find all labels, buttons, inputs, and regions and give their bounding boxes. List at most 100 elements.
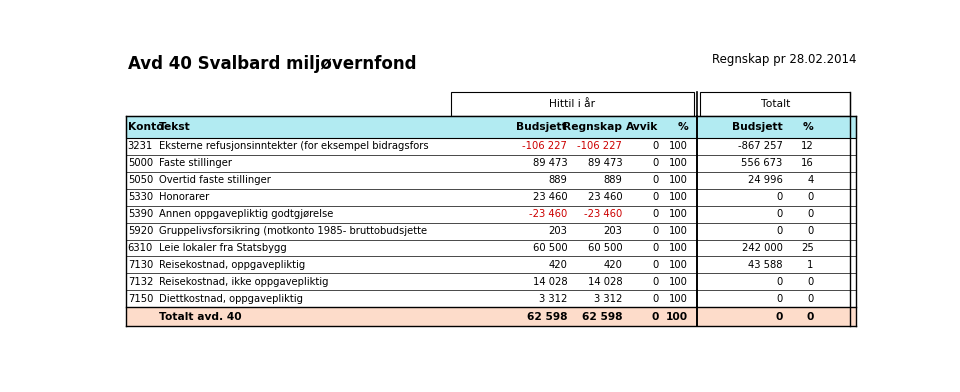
Text: 5050: 5050 xyxy=(128,175,153,185)
Text: 16: 16 xyxy=(801,158,814,168)
Bar xyxy=(126,189,856,206)
Text: Regnskap: Regnskap xyxy=(564,122,622,132)
Text: 100: 100 xyxy=(669,158,688,168)
Text: 0: 0 xyxy=(807,294,814,304)
Text: 100: 100 xyxy=(666,312,688,321)
Text: 0: 0 xyxy=(776,312,782,321)
Text: 62 598: 62 598 xyxy=(582,312,622,321)
Text: 100: 100 xyxy=(669,226,688,236)
Text: 100: 100 xyxy=(669,142,688,151)
Text: 203: 203 xyxy=(548,226,567,236)
Text: Totalt: Totalt xyxy=(760,99,790,109)
Text: Konto: Konto xyxy=(128,122,163,132)
Text: 556 673: 556 673 xyxy=(741,158,782,168)
Text: 0: 0 xyxy=(807,226,814,236)
Text: 0: 0 xyxy=(653,209,659,219)
Text: 24 996: 24 996 xyxy=(748,175,782,185)
Text: 0: 0 xyxy=(653,277,659,287)
Text: Tekst: Tekst xyxy=(158,122,190,132)
Text: 0: 0 xyxy=(807,192,814,202)
Text: 5920: 5920 xyxy=(128,226,154,236)
Text: 7130: 7130 xyxy=(128,260,153,270)
Text: 3231: 3231 xyxy=(128,142,153,151)
Bar xyxy=(451,92,693,116)
Text: 5000: 5000 xyxy=(128,158,153,168)
Text: 0: 0 xyxy=(777,192,782,202)
Text: Overtid faste stillinger: Overtid faste stillinger xyxy=(158,175,271,185)
Text: Eksterne refusjonsinntekter (for eksempel bidragsfors: Eksterne refusjonsinntekter (for eksempe… xyxy=(158,142,428,151)
Text: 889: 889 xyxy=(603,175,622,185)
Text: Gruppelivsforsikring (motkonto 1985- bruttobudsjette: Gruppelivsforsikring (motkonto 1985- bru… xyxy=(158,226,427,236)
Text: Leie lokaler fra Statsbygg: Leie lokaler fra Statsbygg xyxy=(158,243,286,253)
Text: 420: 420 xyxy=(603,260,622,270)
Text: 12: 12 xyxy=(801,142,814,151)
Bar xyxy=(126,274,856,290)
Text: -23 460: -23 460 xyxy=(529,209,567,219)
Text: Avd 40 Svalbard miljøvernfond: Avd 40 Svalbard miljøvernfond xyxy=(128,55,417,73)
Text: Reisekostnad, ikke oppgavepliktig: Reisekostnad, ikke oppgavepliktig xyxy=(158,277,328,287)
Text: Hittil i år: Hittil i år xyxy=(549,99,595,109)
Text: 4: 4 xyxy=(807,175,814,185)
Text: 100: 100 xyxy=(669,192,688,202)
Text: -867 257: -867 257 xyxy=(737,142,782,151)
Text: -106 227: -106 227 xyxy=(577,142,622,151)
Bar xyxy=(126,116,856,138)
Text: 0: 0 xyxy=(777,226,782,236)
Bar xyxy=(126,155,856,172)
Text: 1: 1 xyxy=(807,260,814,270)
Text: 25: 25 xyxy=(801,243,814,253)
Text: 0: 0 xyxy=(777,277,782,287)
Text: %: % xyxy=(803,122,814,132)
Text: 242 000: 242 000 xyxy=(742,243,782,253)
Text: 0: 0 xyxy=(653,226,659,236)
Text: 89 473: 89 473 xyxy=(533,158,567,168)
Text: 62 598: 62 598 xyxy=(527,312,567,321)
Text: 0: 0 xyxy=(653,142,659,151)
Text: 420: 420 xyxy=(548,260,567,270)
Text: Reisekostnad, oppgavepliktig: Reisekostnad, oppgavepliktig xyxy=(158,260,305,270)
Text: 23 460: 23 460 xyxy=(588,192,622,202)
Text: Regnskap pr 28.02.2014: Regnskap pr 28.02.2014 xyxy=(711,53,856,66)
Text: -23 460: -23 460 xyxy=(584,209,622,219)
Text: 14 028: 14 028 xyxy=(588,277,622,287)
Text: 100: 100 xyxy=(669,277,688,287)
Text: 0: 0 xyxy=(807,277,814,287)
Text: 100: 100 xyxy=(669,294,688,304)
Text: 89 473: 89 473 xyxy=(588,158,622,168)
Text: Budsjett: Budsjett xyxy=(516,122,567,132)
Text: 0: 0 xyxy=(651,312,659,321)
Bar xyxy=(126,172,856,189)
Bar xyxy=(701,92,850,116)
Bar xyxy=(126,256,856,274)
Text: 3 312: 3 312 xyxy=(594,294,622,304)
Text: 0: 0 xyxy=(653,175,659,185)
Text: 0: 0 xyxy=(807,209,814,219)
Text: 7150: 7150 xyxy=(128,294,154,304)
Text: 3 312: 3 312 xyxy=(539,294,567,304)
Text: Avvik: Avvik xyxy=(626,122,659,132)
Text: 5330: 5330 xyxy=(128,192,153,202)
Text: 60 500: 60 500 xyxy=(588,243,622,253)
Text: 889: 889 xyxy=(548,175,567,185)
Text: 0: 0 xyxy=(653,192,659,202)
Text: 0: 0 xyxy=(653,294,659,304)
Text: Faste stillinger: Faste stillinger xyxy=(158,158,231,168)
Bar xyxy=(126,307,856,326)
Text: 43 588: 43 588 xyxy=(748,260,782,270)
Text: 0: 0 xyxy=(653,243,659,253)
Text: -106 227: -106 227 xyxy=(522,142,567,151)
Text: 14 028: 14 028 xyxy=(533,277,567,287)
Text: 7132: 7132 xyxy=(128,277,154,287)
Text: Diettkostnad, oppgavepliktig: Diettkostnad, oppgavepliktig xyxy=(158,294,302,304)
Text: 0: 0 xyxy=(653,260,659,270)
Text: 100: 100 xyxy=(669,260,688,270)
Text: %: % xyxy=(678,122,688,132)
Bar xyxy=(126,206,856,223)
Text: Honorarer: Honorarer xyxy=(158,192,209,202)
Text: Budsjett: Budsjett xyxy=(732,122,782,132)
Text: 203: 203 xyxy=(603,226,622,236)
Text: 100: 100 xyxy=(669,175,688,185)
Bar xyxy=(126,290,856,307)
Text: Annen oppgavepliktig godtgjørelse: Annen oppgavepliktig godtgjørelse xyxy=(158,209,333,219)
Text: 100: 100 xyxy=(669,209,688,219)
